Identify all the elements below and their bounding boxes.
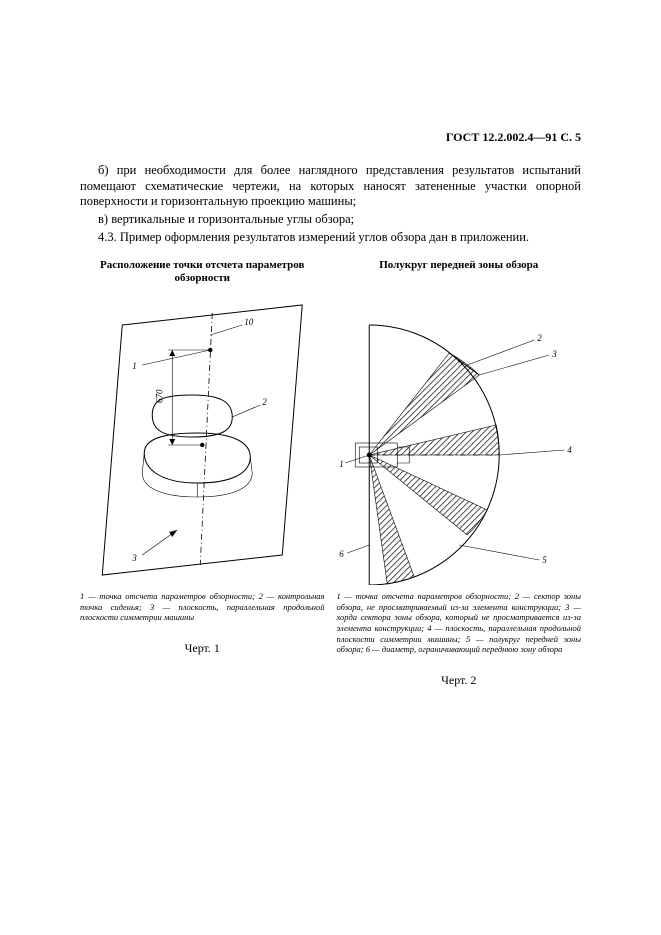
figures-row: Расположение точки отсчета параметров об… bbox=[80, 259, 581, 688]
figure-2-caption: 1 — точка отсчета параметров обзорности;… bbox=[337, 591, 582, 655]
page-header: ГОСТ 12.2.002.4—91 С. 5 bbox=[80, 130, 581, 145]
fig1-callout-3: 3 bbox=[131, 553, 137, 563]
fig2-callout-2: 2 bbox=[537, 333, 542, 343]
figure-2-drawing: 1 2 3 4 5 6 bbox=[337, 295, 582, 585]
fig2-callout-6: 6 bbox=[339, 549, 344, 559]
fig2-callout-1: 1 bbox=[339, 459, 344, 469]
figure-1-column: Расположение точки отсчета параметров об… bbox=[80, 259, 325, 688]
fig1-callout-1: 1 bbox=[132, 361, 137, 371]
fig2-caption-text: 1 — точка отсчета параметров обзорности;… bbox=[337, 591, 582, 654]
paragraph-v: в) вертикальные и горизонтальные углы об… bbox=[80, 212, 581, 228]
text-v: в) вертикальные и горизонтальные углы об… bbox=[98, 212, 354, 226]
figure-2-column: Полукруг передней зоны обзора bbox=[337, 259, 582, 688]
dim-670: 670 bbox=[154, 389, 164, 403]
figure-1-title: Расположение точки отсчета параметров об… bbox=[80, 259, 325, 289]
fig2-callout-5: 5 bbox=[542, 555, 547, 565]
figure-2-title: Полукруг передней зоны обзора bbox=[337, 259, 582, 289]
text-43: 4.3. Пример оформления результатов измер… bbox=[98, 230, 529, 244]
paragraph-b: б) при необходимости для более наглядног… bbox=[80, 163, 581, 210]
fig1-caption-text: 1 — точка отсчета параметров обзорности;… bbox=[80, 591, 325, 622]
fig2-callout-4: 4 bbox=[567, 445, 572, 455]
fig2-callout-3: 3 bbox=[551, 349, 557, 359]
figure-2-label: Черт. 2 bbox=[337, 673, 582, 688]
figure-1-caption: 1 — точка отсчета параметров обзорности;… bbox=[80, 591, 325, 623]
fig1-callout-2: 2 bbox=[262, 397, 267, 407]
text-b: б) при необходимости для более наглядног… bbox=[80, 163, 581, 208]
figure-1-label: Черт. 1 bbox=[80, 641, 325, 656]
paragraph-43: 4.3. Пример оформления результатов измер… bbox=[80, 230, 581, 246]
figure-1-drawing: 670 10 1 2 3 bbox=[80, 295, 325, 585]
dim-10: 10 bbox=[244, 317, 254, 327]
